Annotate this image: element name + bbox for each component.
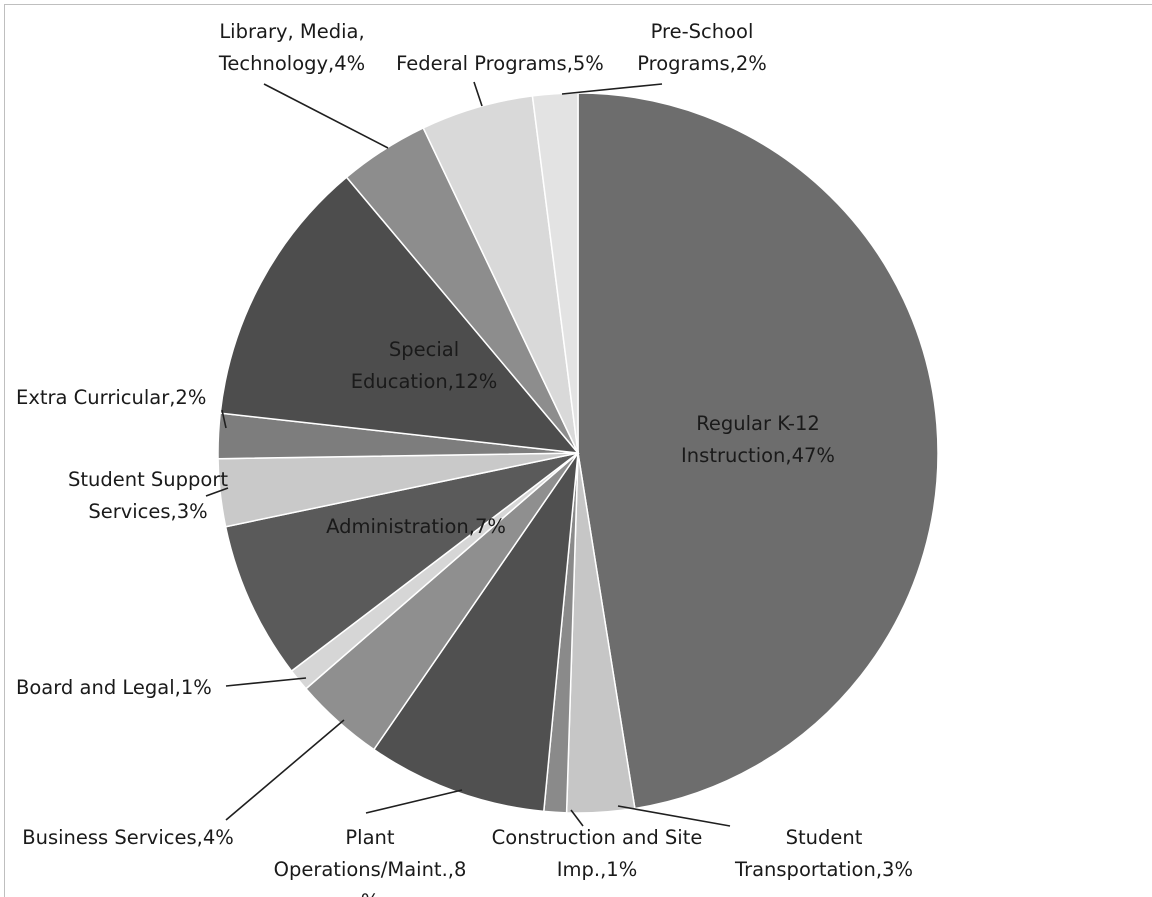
slice-label-line: Special: [389, 338, 459, 361]
pie-slice: [577, 92, 939, 810]
slice-label-line: Business Services,4%: [22, 826, 234, 849]
leader-line: [205, 487, 229, 497]
slice-label: Administration,7%: [326, 515, 506, 538]
slice-label: Business Services,4%: [22, 826, 234, 849]
pie-slice: [219, 176, 580, 454]
slice-label-line: %: [361, 890, 380, 897]
slice-label-line: Library, Media,: [219, 20, 364, 43]
leader-line: [365, 789, 463, 814]
slice-label-line: Administration,7%: [326, 515, 506, 538]
leader-lines: [205, 81, 731, 827]
slice-label-line: Programs,2%: [637, 52, 767, 75]
slice-label: Library, Media, Technology,4%: [218, 20, 365, 75]
slice-label: Regular K-12 Instruction,47%: [681, 412, 835, 467]
chart-border: [4, 4, 1152, 897]
slice-label-line: Services,3%: [88, 500, 207, 523]
slice-label-line: Student: [786, 826, 863, 849]
slice-label: Plant Operations/Maint.,8%: [274, 826, 467, 897]
slice-label-line: Federal Programs,5%: [396, 52, 604, 75]
slice-label-line: Instruction,47%: [681, 444, 835, 467]
slice-label: Board and Legal,1%: [16, 676, 212, 699]
leader-line: [561, 83, 663, 95]
pie-slices: [217, 92, 939, 814]
slice-labels: Regular K-12 Instruction,47% Student Transp…: [16, 20, 913, 897]
slice-label-line: Plant: [345, 826, 394, 849]
leader-line: [263, 83, 389, 149]
slice-label: Pre-School Programs,2%: [637, 20, 767, 75]
slice-label-line: Technology,4%: [218, 52, 365, 75]
slice-label: Federal Programs,5%: [396, 52, 604, 75]
slice-label-line: Board and Legal,1%: [16, 676, 212, 699]
leader-line: [221, 409, 227, 429]
leader-line: [617, 805, 731, 827]
slice-label-line: Transportation,3%: [734, 858, 913, 881]
leader-line: [570, 809, 584, 827]
slice-label-line: Pre-School: [651, 20, 754, 43]
leader-line: [473, 81, 483, 107]
slice-label: Student Transportation,3%: [734, 826, 913, 881]
pie-slice: [224, 452, 579, 673]
slice-label: Construction and Site Imp.,1%: [492, 826, 703, 881]
slice-label-line: Student Support: [68, 468, 228, 491]
slice-label-line: Extra Curricular,2%: [16, 386, 206, 409]
leader-line: [225, 677, 307, 687]
slice-label: Extra Curricular,2%: [16, 386, 206, 409]
slice-label-line: Operations/Maint.,8: [274, 858, 467, 881]
slice-label-line: Education,12%: [351, 370, 498, 393]
slice-label: Special Education,12%: [351, 338, 498, 393]
slice-label-line: Construction and Site: [492, 826, 703, 849]
slice-label-line: Regular K-12: [696, 412, 820, 435]
slice-label-line: Imp.,1%: [557, 858, 637, 881]
leader-line: [225, 719, 345, 821]
slice-label: Student Support Services,3%: [68, 468, 228, 523]
